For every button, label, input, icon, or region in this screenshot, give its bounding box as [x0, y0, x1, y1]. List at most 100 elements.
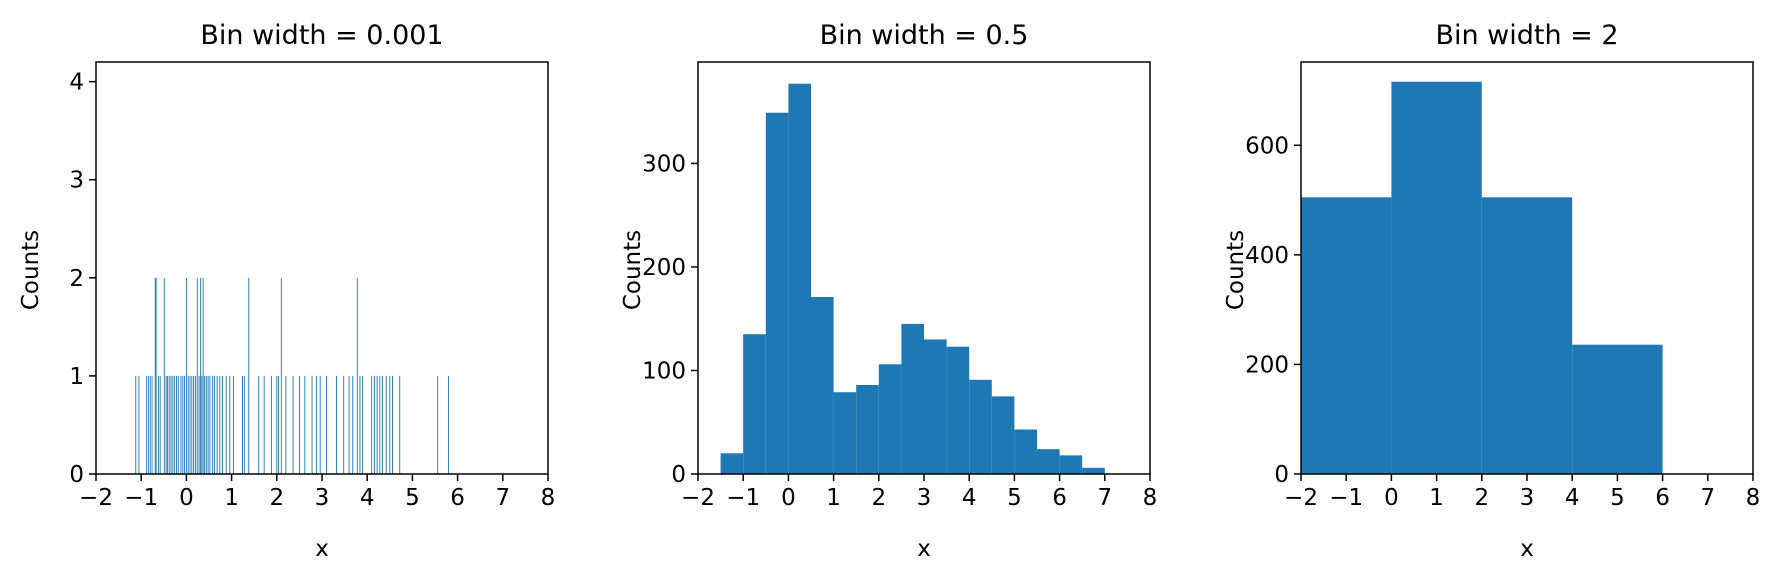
x-tick-label: 3	[1520, 485, 1535, 511]
histogram-bar	[165, 375, 167, 474]
x-tick-label: 4	[962, 485, 977, 511]
y-tick-label: 600	[1245, 133, 1289, 159]
histogram-bar	[243, 375, 245, 474]
x-tick-label: 5	[1610, 485, 1625, 511]
x-tick-label: 1	[1429, 485, 1444, 511]
histogram-bar	[379, 375, 381, 474]
x-tick-label: 0	[781, 485, 796, 511]
x-tick-label: −2	[79, 485, 113, 511]
histogram-bar	[187, 375, 189, 474]
histogram-bar	[258, 375, 260, 474]
chart-panel-3: −2 −1 0 1 2 3 4 5 6 7 8 0 200 400 600 Bin width = 2 x Cou…	[1223, 20, 1760, 562]
histogram-bar	[219, 375, 221, 474]
histogram-bar	[276, 375, 278, 474]
histogram-bar	[172, 375, 174, 474]
histogram-bar	[765, 112, 789, 474]
histogram-bar	[212, 375, 214, 474]
x-tick-label: 1	[826, 485, 841, 511]
x-tick-label: 5	[405, 485, 420, 511]
y-tick-label: 100	[642, 358, 686, 384]
histogram-bar	[285, 375, 287, 474]
histogram-bar	[811, 296, 834, 474]
histogram-bar	[311, 375, 313, 474]
histogram-bar	[159, 375, 161, 474]
histogram-bar	[1391, 81, 1482, 475]
histogram-bar	[392, 375, 393, 474]
histogram-bar	[147, 375, 149, 474]
histogram-bar	[194, 375, 196, 474]
y-tick-label: 300	[642, 151, 686, 177]
x-tick-label: 6	[1655, 485, 1670, 511]
x-tick-label: 4	[360, 485, 375, 511]
histogram-bar	[149, 375, 151, 474]
x-tick-label: 3	[315, 485, 330, 511]
histogram-bars	[720, 83, 1105, 474]
histogram-bar	[204, 375, 205, 474]
histogram-bar	[229, 375, 231, 474]
chart-panel-1: −2 −1 0 1 2 3 4 5 6 7 8 0 1 2 3 4 Bin width = 0.001 x Coun…	[18, 20, 555, 562]
y-axis-label: Counts	[1223, 230, 1249, 310]
histogram-bar	[176, 375, 177, 474]
histogram-bar	[198, 375, 200, 474]
histogram-bar	[232, 375, 234, 474]
x-tick-label: −1	[1329, 485, 1363, 511]
histogram-bar	[270, 375, 272, 474]
x-axis-label: x	[917, 536, 931, 562]
histogram-bar	[241, 375, 243, 474]
histogram-bar	[201, 375, 203, 474]
x-tick-label: −2	[1284, 485, 1318, 511]
histogram-bar	[157, 375, 159, 474]
histogram-bar	[1037, 449, 1060, 474]
histogram-bar	[946, 346, 970, 474]
histogram-bar	[184, 375, 186, 474]
x-tick-label: 8	[541, 485, 556, 511]
histogram-bar	[292, 375, 294, 474]
x-tick-label: 7	[1700, 485, 1715, 511]
histogram-bar	[1014, 429, 1037, 474]
histogram-bar	[878, 364, 902, 474]
histogram-bar	[216, 375, 218, 474]
histogram-bar	[196, 277, 198, 474]
histogram-bar	[166, 375, 168, 474]
x-tick-label: 6	[1052, 485, 1067, 511]
x-tick-label: −1	[726, 485, 760, 511]
histogram-bar	[833, 392, 857, 474]
chart-title: Bin width = 2	[1435, 20, 1618, 51]
histogram-bar	[1059, 455, 1083, 474]
histogram-bar	[448, 375, 450, 474]
histogram-bar	[343, 375, 345, 474]
histogram-bar	[135, 375, 137, 474]
y-tick-label: 1	[69, 364, 84, 390]
histogram-bar	[385, 375, 387, 474]
histogram-bars	[135, 277, 450, 474]
y-axis-label: Counts	[620, 230, 646, 310]
histogram-bar	[371, 375, 373, 474]
y-tick-label: 3	[69, 168, 84, 194]
y-tick-label: 2	[69, 266, 84, 292]
x-tick-label: 2	[871, 485, 886, 511]
histogram-bar	[437, 375, 439, 474]
histogram-bar	[389, 375, 391, 474]
histogram-bar	[991, 396, 1015, 474]
x-tick-label: 0	[1384, 485, 1399, 511]
histogram-bar	[155, 277, 157, 474]
histogram-bar	[174, 375, 176, 474]
x-tick-label: 7	[495, 485, 510, 511]
histogram-bar	[316, 375, 318, 474]
chart-panel-2: −2 −1 0 1 2 3 4 5 6 7 8 0 100 200 300 Bin width = 0.5 x C…	[620, 20, 1157, 562]
histogram-bar	[382, 375, 384, 474]
histogram-bar	[348, 375, 350, 474]
x-tick-label: 2	[1474, 485, 1489, 511]
histogram-bar	[743, 334, 766, 474]
histogram-bar	[213, 375, 215, 474]
chart-title: Bin width = 0.001	[200, 20, 443, 51]
histogram-bar	[319, 375, 321, 474]
histogram-bar	[154, 277, 156, 474]
y-tick-label: 0	[671, 462, 686, 488]
histogram-bar	[199, 277, 201, 474]
histogram-bar	[170, 375, 172, 474]
histogram-bar	[185, 277, 187, 474]
histogram-bar	[222, 375, 224, 474]
y-tick-label: 400	[1245, 243, 1289, 269]
